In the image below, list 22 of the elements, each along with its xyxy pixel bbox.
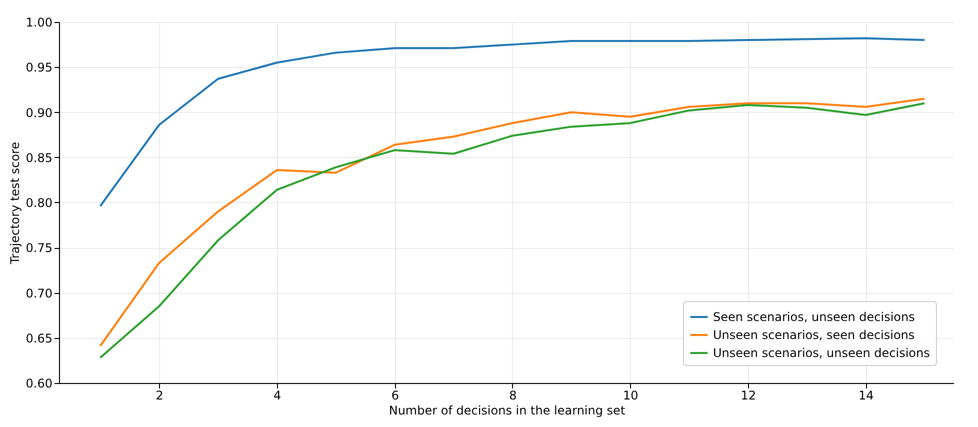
x-tick-label: 10 [623, 388, 638, 402]
y-tick-label: 0.95 [26, 60, 52, 75]
y-tick-label: 0.70 [26, 286, 52, 300]
y-tick-label: 0.85 [26, 150, 52, 165]
x-tick-label: 14 [858, 388, 874, 402]
legend-label: Unseen scenarios, seen decisions [713, 328, 915, 342]
x-tick-label: 4 [274, 388, 282, 402]
x-tick-label: 2 [156, 388, 164, 402]
y-tick-label: 0.65 [26, 331, 52, 346]
y-tick-label: 0.80 [26, 196, 52, 210]
y-tick-label: 1.00 [26, 16, 52, 30]
y-tick-label: 0.75 [26, 241, 52, 256]
x-tick-label: 8 [509, 388, 517, 402]
y-tick-label: 0.60 [26, 376, 52, 390]
legend-label: Unseen scenarios, unseen decisions [713, 346, 930, 360]
x-axis-title: Number of decisions in the learning set [388, 404, 626, 418]
y-tick-label: 0.90 [26, 106, 52, 120]
line-series [99, 37, 926, 208]
x-tick-label: 6 [391, 388, 399, 402]
x-tick-label: 12 [740, 388, 756, 402]
y-axis-title: Trajectory test score [8, 142, 22, 266]
legend-label: Seen scenarios, unseen decisions [713, 310, 915, 324]
